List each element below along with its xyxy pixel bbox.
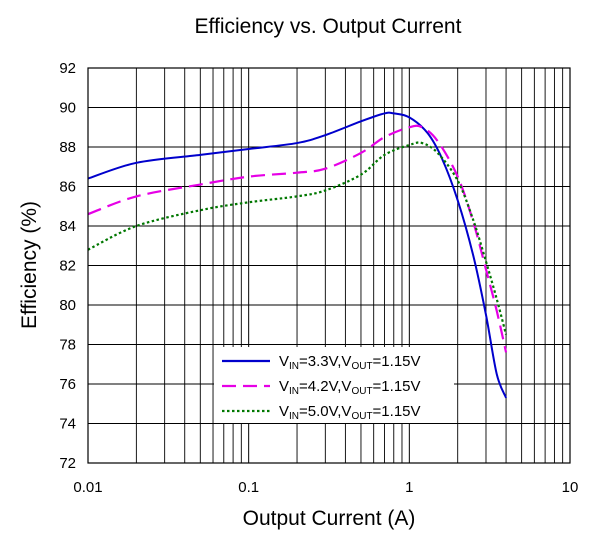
legend-label-3: VIN=5.0V,VOUT=1.15V xyxy=(279,403,421,422)
y-tick-label: 84 xyxy=(59,218,76,235)
x-tick-label: 0.1 xyxy=(238,479,259,496)
legend-label-1: VIN=3.3V,VOUT=1.15V xyxy=(279,353,421,372)
series-line-2 xyxy=(87,124,508,353)
y-tick-label: 88 xyxy=(59,139,76,156)
series-lines xyxy=(87,111,508,399)
x-tick-labels: 0.01 0.1 1 10 xyxy=(73,479,578,496)
series-line-1 xyxy=(87,111,507,399)
x-axis-label: Output Current (A) xyxy=(243,507,416,530)
y-tick-label: 90 xyxy=(59,100,76,117)
plot-frame xyxy=(87,67,571,464)
y-tick-label: 74 xyxy=(59,416,76,433)
legend: VIN=3.3V,VOUT=1.15V VIN=4.2V,VOUT=1.15V VI… xyxy=(214,347,454,423)
y-tick-label: 92 xyxy=(59,60,76,77)
y-tick-label: 80 xyxy=(59,297,76,314)
y-tick-label: 78 xyxy=(59,337,76,354)
x-tick-label: 0.01 xyxy=(73,479,102,496)
series-line-3 xyxy=(87,141,508,335)
y-tick-label: 86 xyxy=(59,179,76,196)
legend-label-2: VIN=4.2V,VOUT=1.15V xyxy=(279,378,421,397)
y-tick-labels: 72 74 76 78 80 82 84 86 88 90 92 xyxy=(59,60,76,472)
x-tick-label: 1 xyxy=(405,479,413,496)
y-tick-label: 82 xyxy=(59,258,76,275)
x-tick-label: 10 xyxy=(562,479,579,496)
y-tick-label: 72 xyxy=(59,455,76,472)
y-axis-label: Efficiency (%) xyxy=(18,201,41,329)
chart-title: Efficiency vs. Output Current xyxy=(195,15,462,38)
y-tick-label: 76 xyxy=(59,376,76,393)
